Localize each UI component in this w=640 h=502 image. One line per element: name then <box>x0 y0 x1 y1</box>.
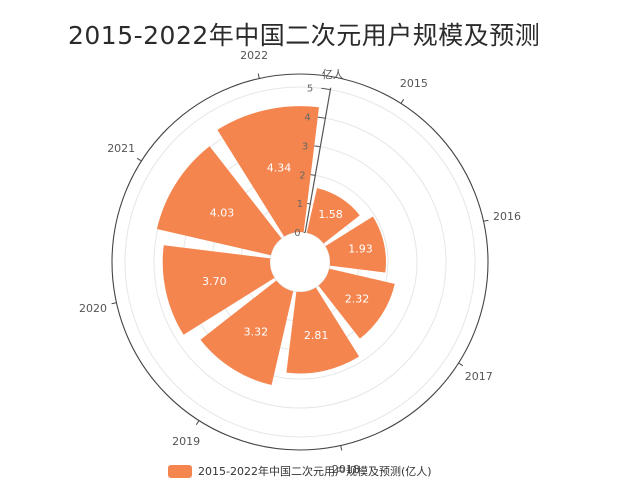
bar-2020[interactable] <box>162 245 275 335</box>
grid-ring <box>124 86 476 438</box>
category-label-2022: 2022 <box>240 49 268 62</box>
bar-2022[interactable] <box>217 106 319 237</box>
bar-2016[interactable] <box>325 216 386 273</box>
angle-tick <box>340 445 343 451</box>
radial-tick <box>314 145 321 148</box>
category-label-2020: 2020 <box>79 302 107 315</box>
angle-tick <box>136 157 142 162</box>
angle-axis-ring <box>111 73 489 451</box>
bar-2021[interactable] <box>156 146 282 256</box>
angle-tick <box>458 362 464 367</box>
radial-tick <box>321 87 331 91</box>
bar-2019[interactable] <box>200 280 294 386</box>
radial-axis-unit: 亿人 <box>322 68 344 81</box>
data-label-2015: 1.58 <box>318 208 343 221</box>
radial-tick-label: 0 <box>294 228 300 239</box>
data-label-2018: 2.81 <box>304 329 329 342</box>
legend[interactable]: 2015-2022年中国二次元用户规模及预测(亿人) <box>168 463 432 479</box>
chart-title: 2015-2022年中国二次元用户规模及预测 <box>68 21 541 50</box>
radial-tick-label: 1 <box>297 199 303 210</box>
data-label-2022: 4.34 <box>267 161 292 174</box>
data-label-2020: 3.70 <box>202 275 227 288</box>
category-label-2017: 2017 <box>465 370 493 383</box>
bar-2017[interactable] <box>318 268 395 339</box>
angle-tick <box>400 98 405 104</box>
radial-tick <box>317 116 326 119</box>
radial-tick-label: 5 <box>307 84 313 95</box>
data-label-2017: 2.32 <box>345 292 370 305</box>
data-label-2016: 1.93 <box>348 243 373 256</box>
radial-tick-label: 4 <box>304 113 310 124</box>
angle-tick <box>195 420 200 426</box>
category-label-2016: 2016 <box>493 210 521 223</box>
bar-2015[interactable] <box>306 188 360 244</box>
legend-label: 2015-2022年中国二次元用户规模及预测(亿人) <box>198 465 432 478</box>
category-label-2021: 2021 <box>107 142 135 155</box>
bar-2018[interactable] <box>286 287 360 374</box>
radial-tick <box>310 174 316 176</box>
category-label-2018: 2018 <box>332 463 360 476</box>
angle-tick <box>483 219 489 222</box>
radial-tick-label: 2 <box>299 170 305 181</box>
angle-tick <box>257 73 260 79</box>
legend-swatch <box>168 464 192 478</box>
data-label-2021: 4.03 <box>210 206 235 219</box>
category-label-2019: 2019 <box>172 435 200 448</box>
radial-axis-line <box>304 87 332 233</box>
radial-tick-label: 3 <box>302 141 308 152</box>
data-label-2019: 3.32 <box>244 325 269 338</box>
category-label-2015: 2015 <box>400 77 428 90</box>
grid-ring <box>269 231 331 293</box>
angle-tick <box>111 302 117 305</box>
